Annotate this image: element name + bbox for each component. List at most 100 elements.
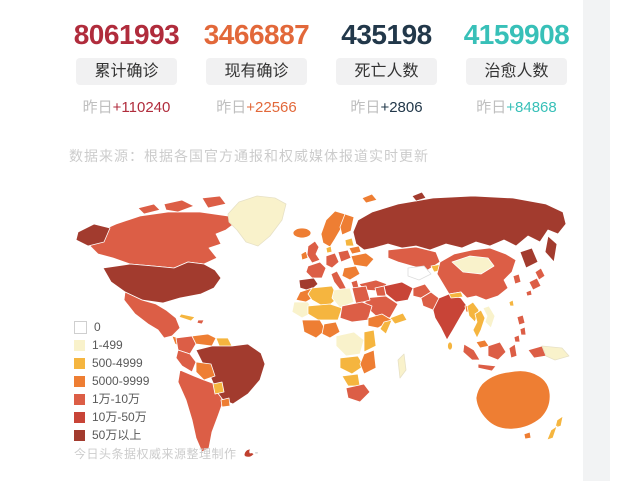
- yesterday-label: 昨日: [350, 99, 381, 116]
- country-thailand: [472, 309, 486, 339]
- country-iraq: [374, 285, 387, 297]
- country-mozambique: [359, 349, 377, 375]
- cumulative-label: 累计确诊: [76, 58, 177, 85]
- stat-card-deaths: 435198 死亡人数 昨日+2806: [328, 20, 445, 117]
- deaths-label: 死亡人数: [336, 58, 437, 85]
- country-sri-lanka: [447, 341, 453, 351]
- map-legend: 0 1-499 500-4999 5000-9999 1万-10万 10万-50…: [74, 319, 149, 445]
- country-south-africa: [345, 383, 371, 403]
- country-india: [432, 293, 468, 341]
- yesterday-label: 昨日: [476, 99, 507, 116]
- legend-item: 5000-9999: [74, 373, 149, 390]
- country-canada-arctic-island: [201, 195, 227, 209]
- country-canada-arctic-island: [163, 199, 195, 213]
- island-tasmania: [523, 431, 532, 440]
- yesterday-label: 昨日: [82, 99, 113, 116]
- legend-label: 1-499: [92, 338, 123, 352]
- country-papua-new-guinea: [541, 345, 570, 361]
- country-south-korea: [512, 273, 522, 285]
- country-madagascar: [397, 353, 407, 379]
- legend-label: 1万-10万: [92, 392, 141, 406]
- existing-yesterday: 昨日+22566: [198, 96, 315, 117]
- island-svalbard: [361, 193, 378, 204]
- island-sulawesi: [508, 343, 518, 359]
- country-uruguay: [220, 397, 231, 408]
- world-map-section: 0 1-499 500-4999 5000-9999 1万-10万 10万-50…: [0, 186, 640, 466]
- region-mali-niger: [307, 303, 343, 321]
- stat-card-cured: 4159908 治愈人数 昨日+84868: [458, 20, 575, 117]
- yesterday-label: 昨日: [216, 99, 247, 116]
- country-canada: [89, 211, 235, 269]
- country-mongolia: [451, 255, 495, 275]
- country-philippines: [513, 334, 521, 343]
- legend-swatch: [74, 430, 85, 441]
- country-egypt: [351, 285, 371, 305]
- country-ireland: [300, 250, 309, 261]
- deaths-yesterday: 昨日+2806: [328, 96, 445, 117]
- legend-item: 1-499: [74, 337, 149, 354]
- legend-label: 0: [94, 320, 101, 334]
- map-caption-text: 今日头条据权威来源整理制作: [74, 447, 237, 461]
- country-russia: [352, 195, 567, 251]
- legend-swatch: [74, 340, 85, 351]
- country-somalia: [379, 319, 393, 335]
- country-usa: [102, 261, 222, 304]
- cumulative-yesterday: 昨日+110240: [68, 96, 185, 117]
- country-belarus: [348, 245, 362, 255]
- legend-label: 10万-50万: [92, 410, 147, 424]
- country-china: [436, 247, 517, 301]
- legend-label: 5000-9999: [92, 374, 150, 388]
- stats-row: 8061993 累计确诊 昨日+110240 3466887 现有确诊 昨日+2…: [68, 20, 575, 117]
- cumulative-value: 8061993: [73, 19, 180, 50]
- existing-label: 现有确诊: [206, 58, 307, 85]
- region-namibia-botswana: [341, 373, 361, 387]
- country-australia: [475, 370, 551, 430]
- region-kenya-tanzania: [363, 329, 377, 353]
- island-java: [477, 363, 497, 372]
- region-baltics: [344, 237, 355, 247]
- country-poland: [337, 249, 352, 263]
- stat-card-existing: 3466887 现有确诊 昨日+22566: [198, 20, 315, 117]
- legend-item: 1万-10万: [74, 391, 149, 408]
- country-new-zealand: [546, 425, 558, 441]
- island-borneo: [487, 341, 507, 361]
- country-japan: [534, 267, 546, 281]
- region-angola-zambia: [339, 355, 365, 375]
- country-greenland: [227, 195, 287, 247]
- cured-value: 4159908: [463, 19, 570, 50]
- legend-item: 0: [74, 319, 149, 336]
- legend-swatch: [74, 412, 85, 423]
- country-brazil: [195, 343, 266, 405]
- country-canada-arctic-island: [137, 203, 161, 215]
- world-choropleth-map: [75, 191, 570, 453]
- island-hispaniola: [196, 319, 205, 325]
- cured-yesterday: 昨日+84868: [458, 96, 575, 117]
- legend-swatch: [74, 358, 85, 369]
- country-philippines: [519, 326, 527, 336]
- country-france: [305, 261, 327, 279]
- yesterday-delta: +84868: [506, 99, 557, 116]
- island-taiwan: [508, 299, 515, 307]
- country-iceland: [292, 227, 312, 239]
- region-kamchatka: [544, 235, 558, 263]
- existing-value: 3466887: [203, 19, 310, 50]
- legend-swatch: [74, 376, 85, 387]
- legend-item: 500-4999: [74, 355, 149, 372]
- region-west-africa: [301, 319, 327, 339]
- region-russian-far-east: [519, 247, 539, 269]
- legend-label: 500-4999: [92, 356, 143, 370]
- country-colombia: [175, 335, 197, 355]
- country-turkmenistan: [407, 265, 432, 281]
- region-southern-cone: [177, 369, 224, 453]
- country-denmark: [325, 245, 333, 254]
- publisher-logo-icon: [243, 448, 258, 458]
- yesterday-delta: +2806: [380, 99, 423, 116]
- country-bolivia: [195, 361, 216, 381]
- country-venezuela: [191, 333, 217, 347]
- region-yemen-oman: [389, 312, 408, 325]
- country-drc: [335, 331, 365, 357]
- legend-swatch: [74, 394, 85, 405]
- legend-item: 50万以上: [74, 427, 149, 444]
- cured-label: 治愈人数: [466, 58, 567, 85]
- country-finland: [339, 213, 355, 236]
